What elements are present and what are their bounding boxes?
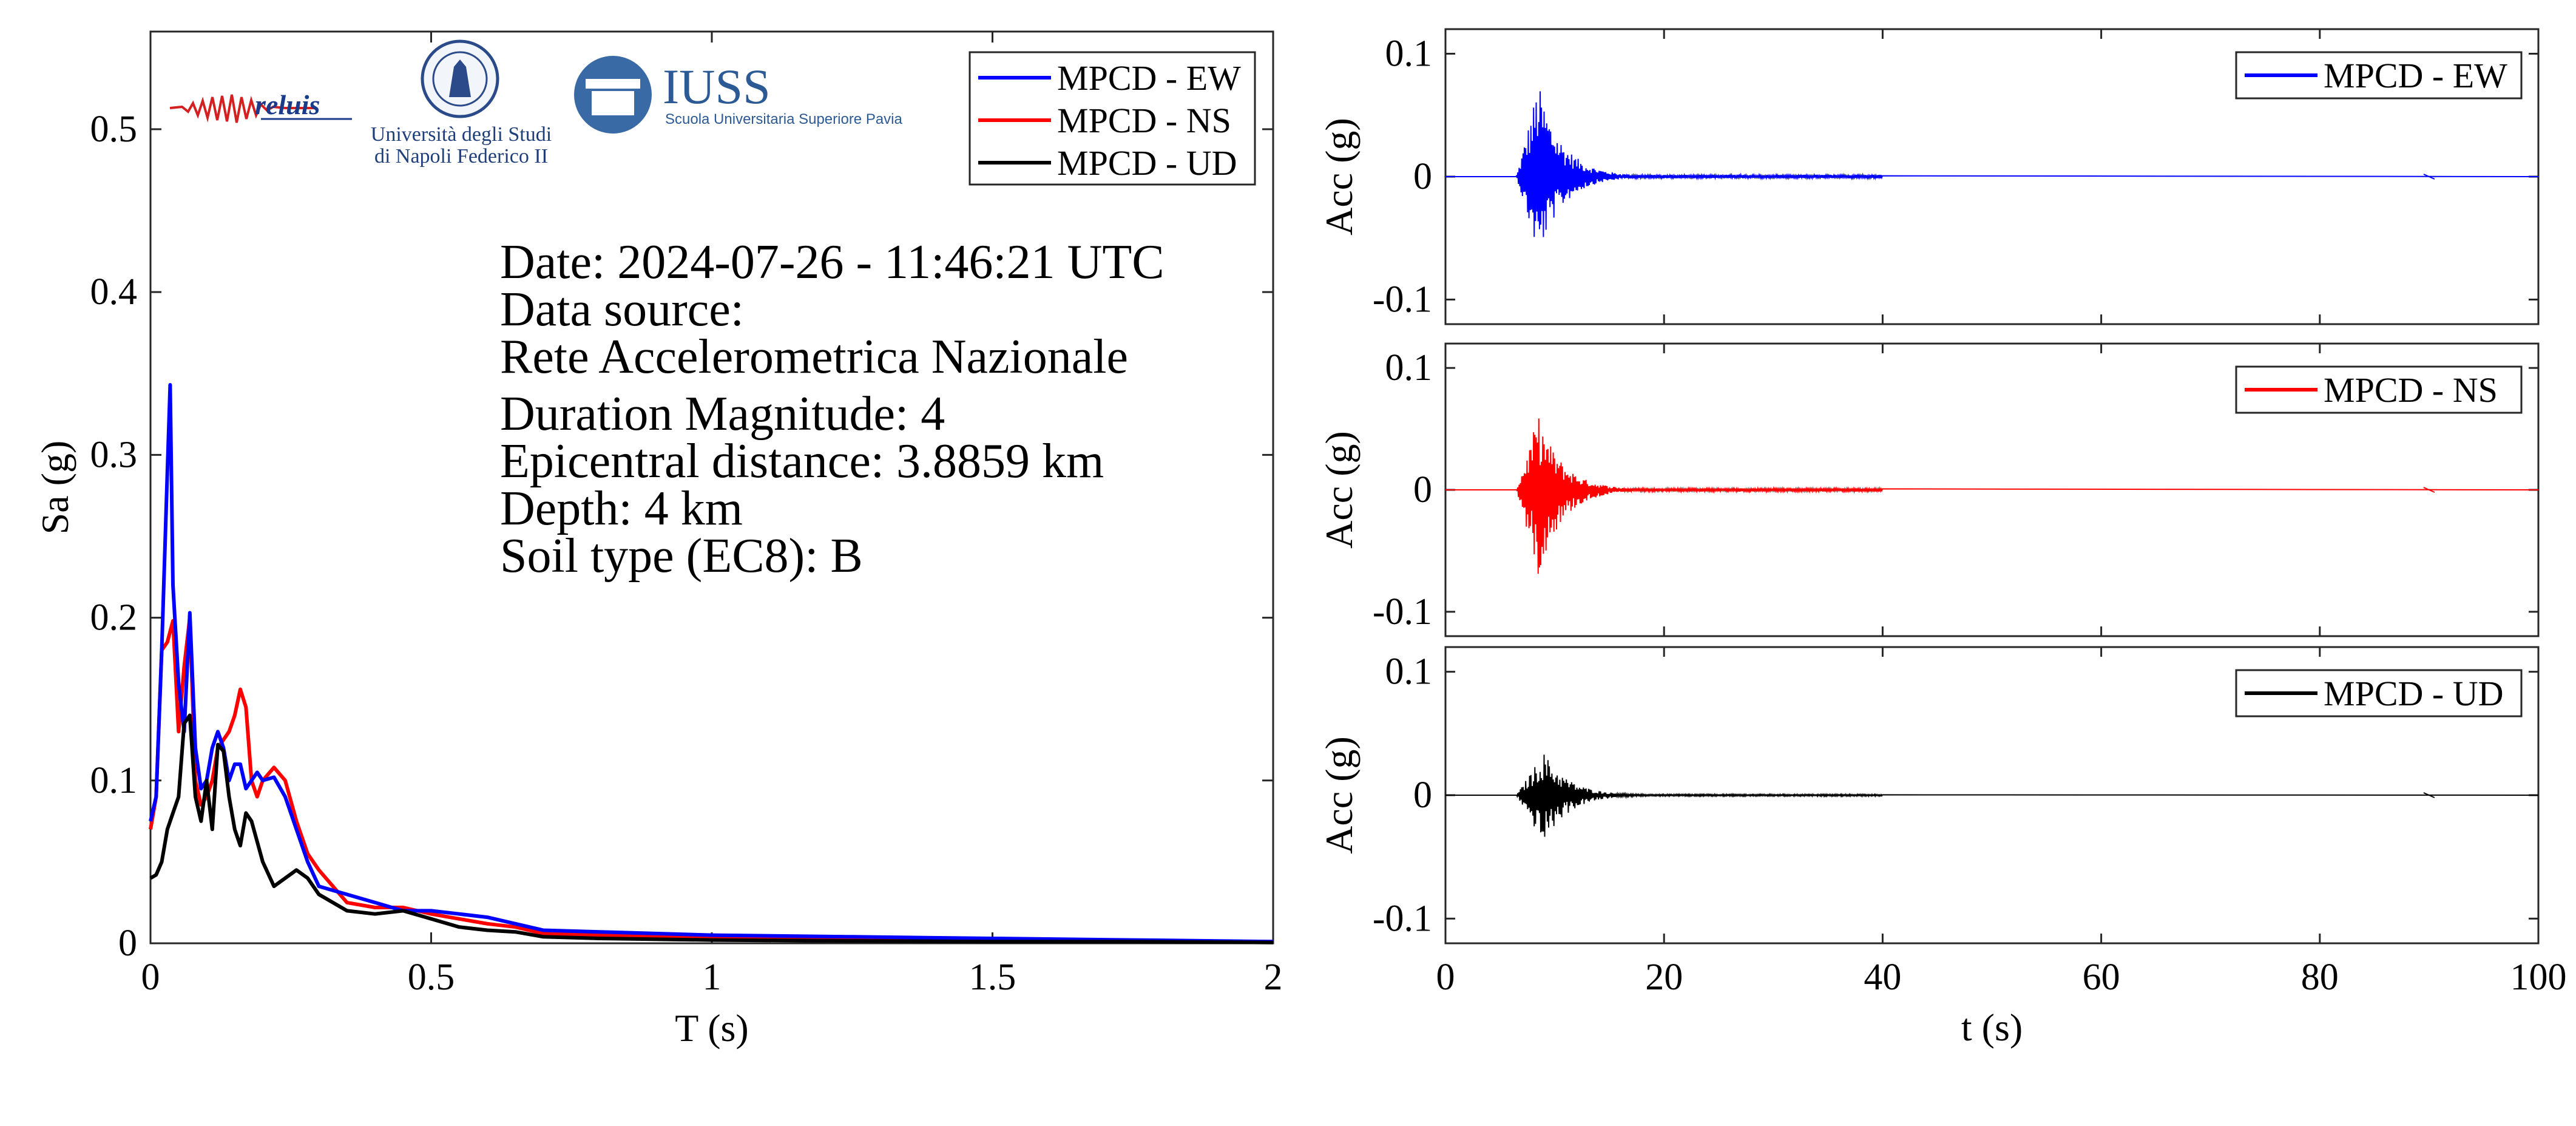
accelerogram-y-tick-label: 0 — [1413, 156, 1432, 197]
unina-name-line1: Università degli Studi — [371, 123, 552, 146]
accelerogram-y-label: Acc (g) — [1317, 431, 1361, 549]
info-distance: Epicentral distance: 3.8859 km — [500, 435, 1104, 488]
accelerogram-legend-label: MPCD - UD — [2324, 674, 2504, 713]
accelerogram-panel-2: -0.1 0 0.1 Acc (g) MPCD - NS — [1317, 342, 2540, 637]
spectrum-y-tick-label: 0.3 — [90, 434, 138, 475]
spectrum-x-ticks: 0 0.5 1 1.5 2 — [141, 32, 1283, 998]
accelerogram-series-mpcd-ud — [1445, 755, 2539, 837]
spectrum-y-tick-label: 0.1 — [90, 760, 138, 801]
info-source-label: Data source: — [500, 283, 744, 336]
accelerogram-x-tick-label: 20 — [1645, 957, 1683, 998]
spectrum-lines — [149, 383, 1274, 945]
accelerogram-series-mpcd-ns — [1445, 418, 2539, 574]
accelerogram-late-blip — [2423, 174, 2435, 180]
spectrum-y-label: Sa (g) — [33, 441, 76, 535]
iuss-emblem-building — [592, 91, 634, 115]
spectrum-x-tick-label: 1.5 — [969, 957, 1016, 998]
info-soil: Soil type (EC8): B — [500, 529, 863, 583]
spectrum-chart: 00.10.20.30.40.5 0 0.5 1 1.5 2 T (s) Sa (g) … — [33, 30, 1283, 1050]
reluis-logo: reluis — [169, 89, 352, 123]
accelerogram-y-tick-label: -0.1 — [1373, 279, 1432, 321]
spectrum-y-tick-label: 0.4 — [90, 271, 138, 313]
accelerogram-late-blip — [2423, 792, 2435, 798]
iuss-emblem-roof — [586, 79, 640, 89]
spectrum-series-mpcd-ew — [149, 383, 1274, 944]
info-source: Rete Accelerometrica Nazionale — [500, 330, 1128, 384]
accelerogram-y-tick-label: 0 — [1413, 775, 1432, 816]
spectrum-x-tick-label: 0.5 — [408, 957, 455, 998]
accelerogram-legend-label: MPCD - NS — [2324, 370, 2498, 410]
reluis-wordmark: reluis — [255, 89, 320, 120]
event-info: Date: 2024-07-26 - 11:46:21 UTC Data sou… — [500, 236, 1165, 583]
legend-label-ew: MPCD - EW — [1057, 58, 1241, 98]
accelerogram-late-blip — [2423, 487, 2435, 493]
spectrum-y-tick-label: 0.5 — [90, 109, 138, 150]
reluis-seismogram-graphic — [169, 94, 316, 123]
info-magnitude: Duration Magnitude: 4 — [500, 387, 945, 441]
accelerogram-x-label: t (s) — [1961, 1006, 2023, 1049]
spectrum-x-tick-label: 0 — [141, 957, 160, 998]
unina-logo: Università degli Studi di Napoli Federic… — [371, 39, 552, 168]
accelerogram-x-tick-label: 100 — [2510, 957, 2567, 998]
accelerogram-x-tick-label: 40 — [1864, 957, 1901, 998]
accelerogram-y-tick-label: 0.1 — [1385, 651, 1433, 693]
spectrum-y-tick-label: 0.2 — [90, 597, 138, 639]
info-depth: Depth: 4 km — [500, 482, 743, 535]
info-date: Date: 2024-07-26 - 11:46:21 UTC — [500, 236, 1165, 289]
spectrum-x-tick-label: 2 — [1264, 957, 1283, 998]
accelerogram-y-label: Acc (g) — [1317, 736, 1361, 854]
iuss-name: IUSS — [663, 59, 771, 114]
accelerogram-y-tick-label: 0 — [1413, 469, 1432, 510]
spectrum-series-mpcd-ud — [149, 713, 1274, 945]
unina-name-line2: di Napoli Federico II — [374, 145, 548, 168]
iuss-logo: IUSS Scuola Universitaria Superiore Pavi… — [574, 56, 903, 134]
accelerogram-x-tick-label: 60 — [2083, 957, 2120, 998]
unina-seal-inner — [432, 51, 488, 107]
accelerogram-x-tick-label: 80 — [2301, 957, 2339, 998]
spectrum-x-tick-label: 1 — [703, 957, 722, 998]
accelerogram-y-label: Acc (g) — [1317, 118, 1361, 236]
accelerogram-series-mpcd-ew — [1445, 91, 2539, 237]
legend-label-ud: MPCD - UD — [1057, 143, 1237, 183]
legend-label-ns: MPCD - NS — [1057, 101, 1231, 140]
spectrum-x-label: T (s) — [675, 1006, 748, 1050]
unina-seal-figure — [449, 59, 471, 97]
spectrum-y-tick-label: 0 — [118, 923, 137, 964]
accelerogram-y-tick-label: -0.1 — [1373, 898, 1432, 939]
iuss-subtitle: Scuola Universitaria Superiore Pavia — [665, 111, 903, 127]
accelerogram-y-tick-label: 0.1 — [1385, 347, 1433, 388]
accelerogram-panel-1: -0.1 0 0.1 Acc (g) MPCD - EW — [1317, 28, 2540, 325]
accelerogram-y-tick-label: -0.1 — [1373, 591, 1432, 633]
spectrum-y-ticks: 0 0.1 0.2 0.3 0.4 0.5 — [90, 109, 1273, 964]
accelerogram-y-tick-label: 0.1 — [1385, 33, 1433, 75]
accelerogram-legend-label: MPCD - EW — [2324, 56, 2507, 95]
spectrum-legend: MPCD - EW MPCD - NS MPCD - UD — [969, 51, 1256, 186]
accelerogram-x-tick-label: 0 — [1436, 957, 1455, 998]
